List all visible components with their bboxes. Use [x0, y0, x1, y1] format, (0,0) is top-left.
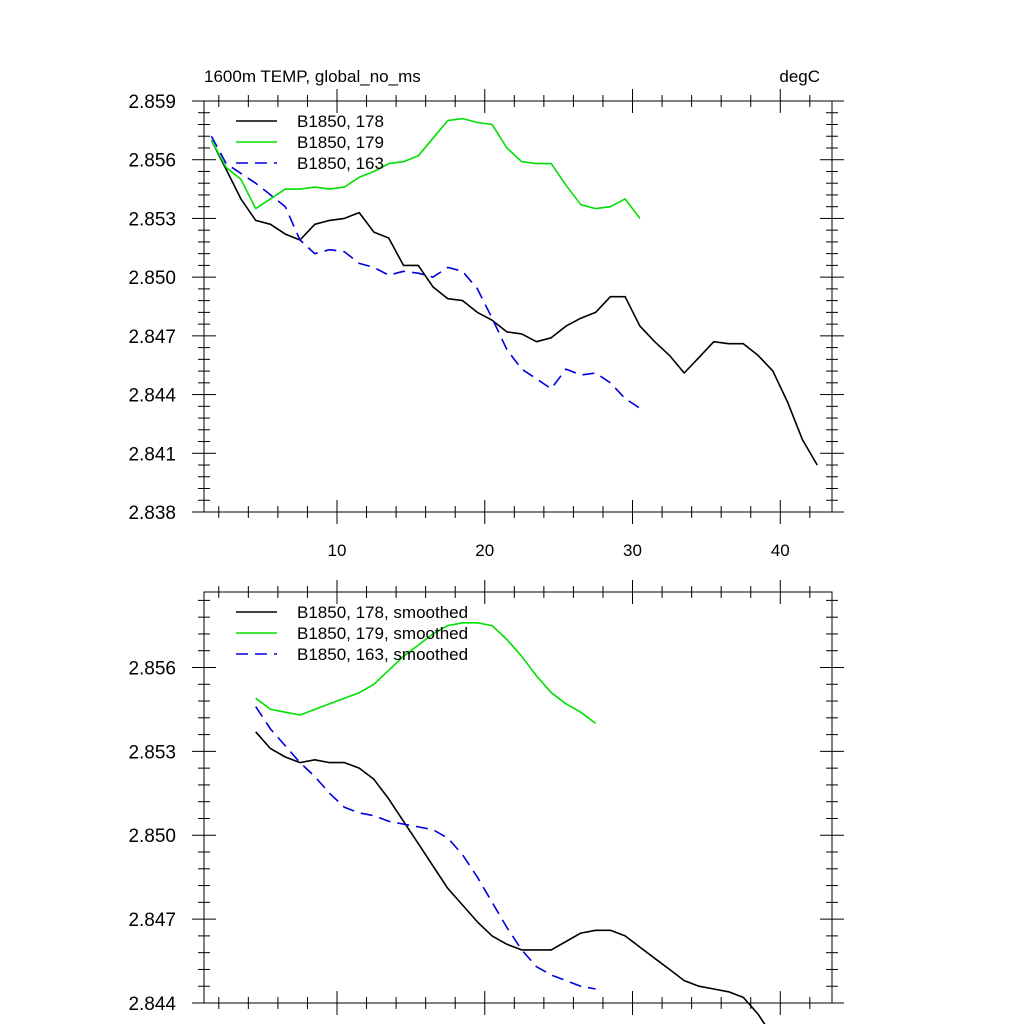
legend-label: B1850, 178	[297, 112, 384, 131]
x-tick-label: 20	[475, 541, 494, 560]
y-tick-label: 2.850	[128, 268, 176, 289]
units-label: degC	[779, 67, 820, 86]
legend-label: B1850, 178, smoothed	[297, 603, 468, 622]
y-tick-label: 2.859	[128, 92, 176, 113]
series-line-2	[210, 117, 641, 219]
chart-title: 1600m TEMP, global_no_ms	[204, 67, 421, 86]
plot-frame	[203, 100, 833, 513]
series-line-3	[255, 706, 596, 990]
y-tick-label: 2.844	[128, 386, 176, 407]
legend-label: B1850, 163	[297, 154, 384, 173]
y-tick-label: 2.856	[128, 151, 176, 172]
top-panel: 10 20 30 40 2.838 2.841 2.844 2.847 2.850 2.853 2.…	[128, 89, 844, 560]
y-tick-label: 2.841	[128, 444, 176, 465]
bottom-panel: 2.844 2.847 2.850 2.853 2.856 B1850, 178, smo…	[128, 580, 844, 1024]
y-tick-label: 2.850	[128, 826, 176, 847]
y-tick-label: 2.838	[128, 503, 176, 524]
x-tick-label: 30	[623, 541, 642, 560]
legend-label: B1850, 163, smoothed	[297, 645, 468, 664]
y-tick-label: 2.853	[128, 742, 176, 763]
plot-frame	[203, 591, 833, 1004]
y-tick-label: 2.856	[128, 658, 176, 679]
y-tick-label: 2.847	[128, 327, 176, 348]
legend-label: B1850, 179, smoothed	[297, 624, 468, 643]
series-line-3	[210, 135, 641, 409]
series-line-1	[210, 139, 818, 466]
x-tick-label: 40	[771, 541, 790, 560]
x-tick-label: 10	[328, 541, 347, 560]
series-line-2	[255, 621, 597, 725]
y-tick-label: 2.853	[128, 209, 176, 230]
y-tick-label: 2.847	[128, 910, 176, 931]
legend-label: B1850, 179	[297, 133, 384, 152]
y-tick-label: 2.844	[128, 994, 176, 1015]
series-line-1	[255, 731, 766, 1024]
